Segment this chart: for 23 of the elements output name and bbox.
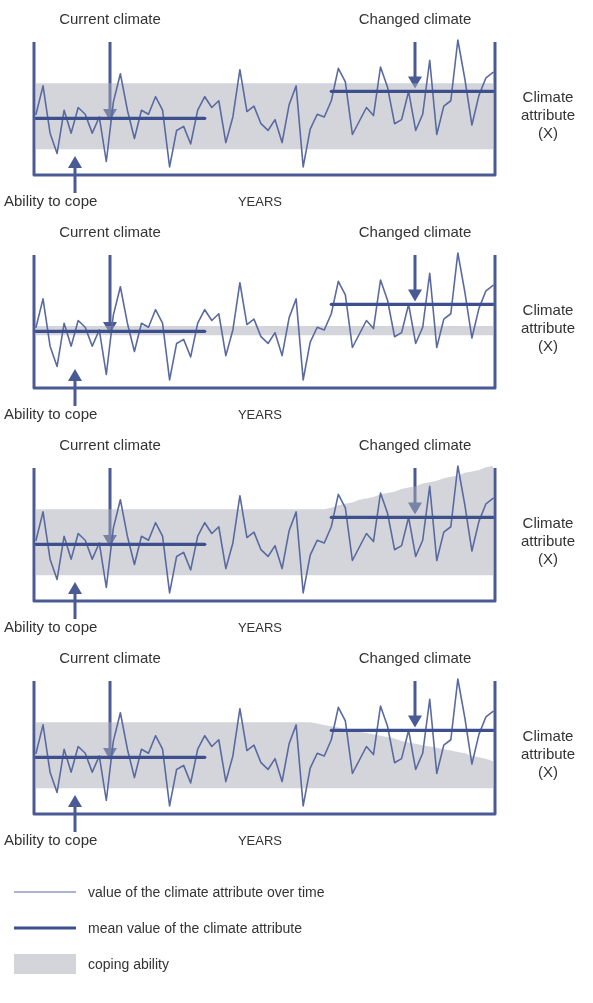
- text: Ability to cope: [4, 618, 98, 635]
- legend-label: value of the climate attribute over time: [88, 884, 325, 900]
- text: Changed climate: [358, 436, 472, 453]
- text: Current climate: [59, 649, 161, 666]
- text: Changed climate: [358, 10, 472, 27]
- text: Ability to cope: [4, 405, 98, 422]
- text: Current climate: [59, 10, 161, 27]
- text: Current climate: [59, 436, 161, 453]
- text: coping ability: [88, 956, 169, 972]
- text: Changed climate: [358, 649, 472, 666]
- x-axis-title: YEARS: [237, 833, 283, 848]
- text: Ability to cope: [4, 831, 98, 848]
- legend-label: mean value of the climate attribute: [88, 920, 303, 936]
- y-axis-title: Climate attribute (X): [520, 514, 576, 567]
- x-axis-title: YEARS: [237, 407, 283, 422]
- x-axis-title: YEARS: [237, 620, 283, 635]
- y-axis-title: Climate attribute (X): [520, 301, 576, 354]
- text: Current climate: [59, 223, 161, 240]
- text: Changed climate: [358, 223, 472, 240]
- y-axis-title: Climate attribute (X): [520, 88, 576, 141]
- y-axis-title: Climate attribute (X): [520, 727, 576, 780]
- text: Ability to cope: [4, 192, 98, 209]
- x-axis-title: YEARS: [237, 194, 283, 209]
